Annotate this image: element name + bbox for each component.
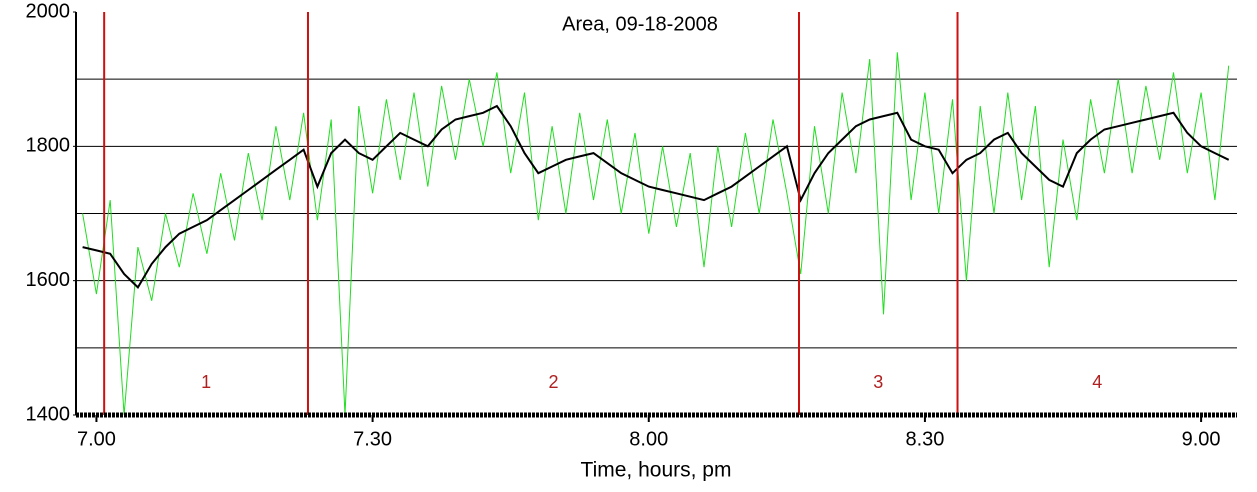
y-tick-label: 1600	[26, 269, 71, 291]
x-axis-label: Time, hours, pm	[581, 459, 732, 482]
chart-title: Area, 09-18-2008	[562, 13, 718, 35]
x-tick-label: 8.30	[905, 428, 944, 450]
x-tick-label: 9.00	[1182, 428, 1221, 450]
x-tick-label: 7.30	[353, 428, 392, 450]
region-label: 3	[873, 372, 883, 392]
title-box	[520, 4, 778, 42]
y-tick-label: 1800	[26, 135, 71, 157]
y-tick-label: 2000	[26, 0, 71, 22]
x-tick-label: 8.00	[629, 428, 668, 450]
region-label: 4	[1092, 372, 1102, 392]
y-tick-label: 1400	[26, 403, 71, 425]
region-label: 2	[548, 372, 558, 392]
x-tick-label: 7.00	[77, 428, 116, 450]
data-line	[82, 104, 1230, 290]
region-label: 1	[201, 372, 211, 392]
data-line	[82, 52, 1230, 416]
